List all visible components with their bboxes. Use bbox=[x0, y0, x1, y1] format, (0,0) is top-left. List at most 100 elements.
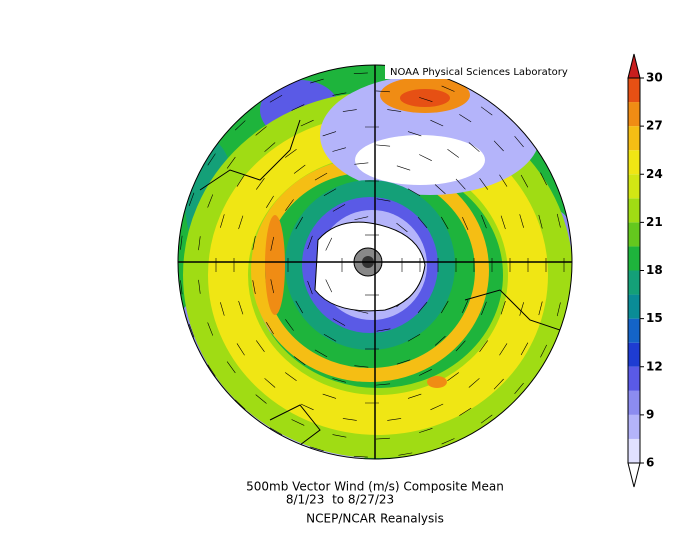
wind-vector bbox=[430, 119, 444, 127]
wind-vector bbox=[226, 156, 236, 169]
wind-vector bbox=[285, 372, 297, 382]
wind-vector bbox=[310, 78, 324, 84]
wind-vector bbox=[376, 383, 391, 386]
wind-vector bbox=[285, 319, 294, 331]
wind-vector bbox=[198, 236, 201, 251]
wind-vector bbox=[481, 215, 487, 229]
wind-vector bbox=[499, 343, 508, 356]
wind-vector bbox=[252, 236, 256, 250]
wind-vector bbox=[207, 153, 216, 166]
wind-vector bbox=[407, 393, 422, 399]
colorbar-over bbox=[627, 53, 641, 79]
wind-vector bbox=[238, 300, 244, 315]
wind-vector bbox=[396, 165, 411, 171]
colorbar-tick-label: 24 bbox=[646, 167, 663, 181]
wind-band bbox=[265, 215, 285, 315]
wind-vector bbox=[266, 195, 274, 208]
wind-vector bbox=[480, 414, 493, 424]
wind-vector bbox=[220, 214, 225, 228]
colorbar-segment bbox=[628, 366, 640, 391]
wind-vector bbox=[440, 216, 449, 230]
wind-vector bbox=[295, 216, 304, 230]
wind-vector bbox=[519, 302, 524, 316]
colorbar-tick-label: 6 bbox=[646, 456, 654, 470]
colorbar-segment bbox=[628, 294, 640, 319]
wind-vector bbox=[447, 372, 459, 382]
wind-vector bbox=[220, 302, 225, 316]
colorbar-segment bbox=[628, 174, 640, 199]
wind-vector bbox=[520, 174, 529, 188]
wind-vector bbox=[419, 154, 432, 161]
wind-vector bbox=[493, 378, 504, 390]
colorbar-segment bbox=[628, 390, 640, 415]
wind-vector bbox=[375, 437, 390, 440]
wind-region bbox=[427, 376, 447, 388]
colorbar-tick-label: 15 bbox=[646, 311, 663, 325]
wind-vector bbox=[314, 349, 328, 358]
caption: 8/1/23 to 8/27/23 bbox=[286, 493, 394, 507]
wind-vector bbox=[455, 340, 466, 352]
wind-vector bbox=[375, 90, 390, 93]
wind-vector bbox=[188, 192, 195, 207]
wind-vector bbox=[462, 299, 469, 314]
wind-vector bbox=[300, 403, 314, 411]
wind-vector bbox=[255, 178, 265, 190]
wind-vector bbox=[407, 188, 421, 197]
wind-vector bbox=[376, 198, 391, 202]
credit-box bbox=[385, 64, 575, 79]
wind-region bbox=[400, 89, 450, 107]
wind-vector bbox=[332, 147, 346, 152]
wind-vector bbox=[226, 361, 236, 374]
wind-vector bbox=[479, 178, 489, 190]
wind-vector bbox=[255, 126, 267, 136]
colorbar-segment bbox=[628, 270, 640, 295]
wind-vector bbox=[419, 97, 433, 102]
wind-vector bbox=[354, 365, 369, 368]
caption: NCEP/NCAR Reanalysis bbox=[306, 512, 444, 526]
colorbar-segment bbox=[628, 78, 640, 103]
wind-vector bbox=[314, 172, 328, 181]
wind-vector bbox=[255, 340, 265, 352]
wind-vector bbox=[332, 92, 347, 96]
wind-vector bbox=[398, 452, 413, 456]
wind-vector bbox=[180, 235, 183, 250]
wind-vector bbox=[332, 378, 346, 383]
wind-vector bbox=[291, 104, 305, 111]
wind-vector bbox=[332, 434, 347, 438]
wind-vector bbox=[207, 322, 214, 336]
wind-vector bbox=[266, 322, 274, 335]
wind-vector bbox=[396, 359, 411, 365]
wind-vector bbox=[207, 364, 216, 377]
wind-vector bbox=[481, 301, 487, 315]
wind-vector bbox=[188, 323, 195, 338]
wind-vector bbox=[387, 418, 402, 421]
wind-vector bbox=[236, 343, 245, 356]
colorbar-tick-label: 27 bbox=[646, 119, 663, 133]
wind-vector bbox=[493, 140, 504, 152]
wind-vector bbox=[323, 188, 337, 197]
wind-vector bbox=[419, 428, 433, 433]
wind-vector bbox=[417, 301, 428, 313]
wind-vector bbox=[353, 455, 368, 458]
credit: NOAA Physical Sciences Laboratory bbox=[390, 67, 568, 78]
coastline bbox=[269, 404, 321, 446]
wind-vector bbox=[293, 164, 306, 174]
wind-vector bbox=[500, 215, 506, 230]
wind-vector bbox=[323, 333, 337, 342]
wind-vector bbox=[499, 174, 508, 187]
colorbar-tick-label: 18 bbox=[646, 263, 663, 277]
wind-vector bbox=[293, 356, 306, 366]
wind-vector bbox=[236, 174, 245, 187]
wind-vector bbox=[407, 333, 421, 342]
wind-vector bbox=[180, 280, 183, 295]
wind-vector bbox=[480, 106, 493, 116]
colorbar: 6 9 12 15 18 21 24 27 30 bbox=[627, 53, 663, 488]
wind-vector bbox=[234, 399, 246, 410]
wind-vector bbox=[387, 109, 402, 112]
wind-vector bbox=[376, 144, 391, 147]
map bbox=[178, 65, 572, 459]
wind-vector bbox=[300, 119, 314, 127]
wind-vector bbox=[407, 131, 422, 137]
wind-vector bbox=[354, 216, 369, 221]
wind-vector bbox=[459, 114, 472, 123]
